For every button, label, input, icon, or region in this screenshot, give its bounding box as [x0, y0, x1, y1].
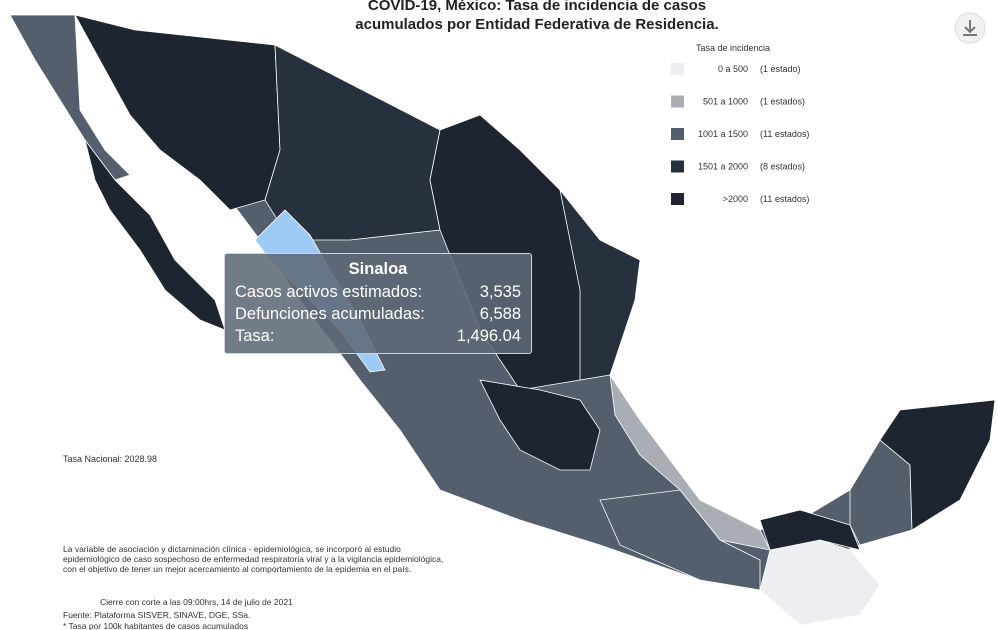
legend-count: (1 estados) [760, 97, 805, 107]
legend-count: (11 estados) [760, 194, 809, 204]
legend-count: (8 estados) [760, 162, 805, 172]
legend-range: >2000 [723, 194, 748, 204]
chihuahua [264, 44, 441, 241]
tooltip-label: Tasa: [235, 327, 275, 345]
tooltip-row: Casos activos estimados: 3,535 [235, 281, 521, 303]
legend-swatch [671, 128, 684, 140]
note-line: epidemiológico de caso sospechoso de enf… [63, 554, 443, 564]
legend: 0 a 500 (1 estado) 501 a 1000 (1 estados) 10… [671, 63, 809, 205]
legend-range: 1001 a 1500 [698, 129, 748, 139]
note-line: con el objetivo de tener un mejor acerca… [63, 564, 411, 574]
tabasco [759, 509, 861, 551]
center-dark [479, 379, 601, 471]
legend-range: 1501 a 2000 [698, 162, 748, 172]
veracruz [609, 374, 771, 551]
baja-california-sur [84, 139, 226, 331]
tooltip-value: 1,496.04 [456, 327, 521, 345]
tooltip-label: Casos activos estimados: [235, 283, 423, 301]
legend-swatch [671, 160, 684, 173]
tooltip-value: 3,535 [479, 283, 521, 301]
legend-count: (11 estados) [760, 129, 809, 139]
legend-range: 501 a 1000 [703, 97, 748, 107]
download-icon [963, 20, 977, 36]
note-line: La variable de asociación y dictaminació… [63, 544, 401, 554]
source-line: Fuente: Plataforma SISVER, SINAVE, DGE, … [63, 610, 250, 620]
national-rate: Tasa Nacional: 2028.98 [63, 454, 157, 464]
title-line: acumulados por Entidad Federativa de Res… [355, 16, 718, 33]
yucatan-qroo [879, 399, 996, 531]
tooltip-state: Sinaloa [348, 260, 408, 278]
sonora [74, 14, 281, 211]
tooltip-row: Tasa: 1,496.04 [235, 325, 521, 347]
baja-california [9, 14, 131, 181]
tooltip-label: Defunciones acumuladas: [235, 305, 425, 323]
legend-swatch [671, 95, 684, 108]
legend-range: 0 a 500 [718, 64, 748, 74]
legend-swatch [671, 63, 684, 75]
oaxaca [599, 489, 761, 591]
cutoff: Cierre con corte a las 09:00hrs, 14 de j… [100, 597, 293, 607]
legend-swatch [671, 193, 684, 205]
tooltip-row: Defunciones acumuladas: 6,588 [235, 303, 521, 325]
legend-title: Tasa de incidencia [696, 43, 770, 53]
tamaulipas [559, 189, 641, 381]
tooltip-value: 6,588 [479, 305, 521, 323]
title-line: COVID-19, México: Tasa de incidencia de … [368, 0, 706, 14]
source-line: * Tasa por 100k habitantes de casos acum… [63, 621, 248, 630]
tooltip: Sinaloa Casos activos estimados: 3,535 De… [224, 253, 532, 354]
legend-count: (1 estado) [760, 64, 801, 74]
chiapas [759, 539, 881, 626]
